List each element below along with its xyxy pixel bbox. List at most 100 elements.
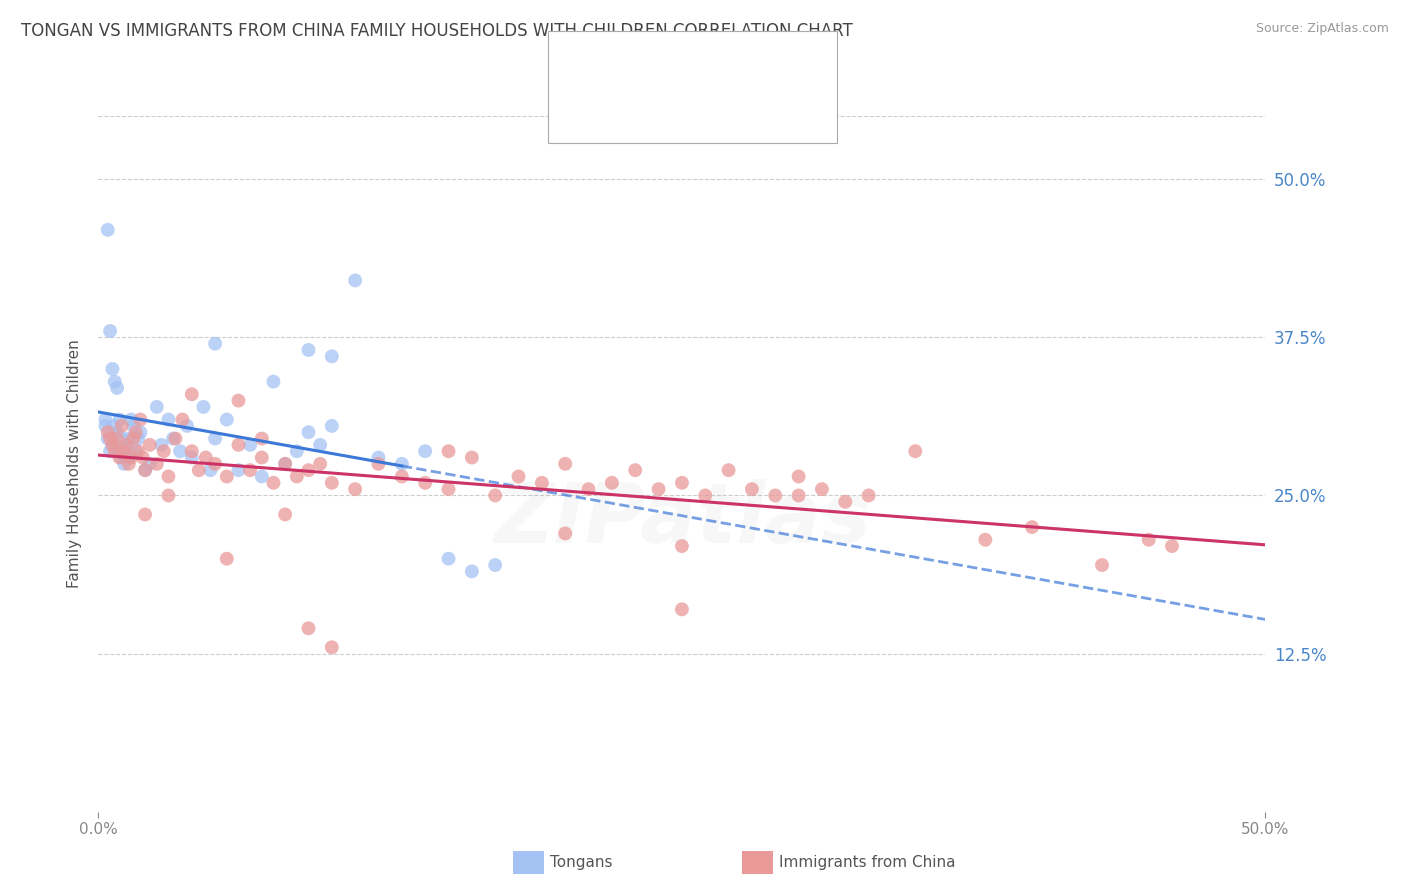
Point	[132, 450, 155, 465]
Text: Source: ZipAtlas.com: Source: ZipAtlas.com	[1256, 22, 1389, 36]
Point	[250, 469, 273, 483]
Point	[127, 432, 149, 446]
Point	[309, 438, 332, 452]
Point	[204, 336, 226, 351]
Point	[484, 558, 506, 572]
Point	[600, 475, 623, 490]
Point	[108, 412, 131, 426]
Point	[122, 418, 145, 433]
Point	[194, 450, 217, 465]
Point	[741, 482, 763, 496]
Point	[297, 425, 319, 440]
Point	[104, 375, 127, 389]
Point	[94, 418, 117, 433]
Point	[105, 381, 128, 395]
Point	[321, 349, 343, 363]
Point	[285, 444, 308, 458]
Point	[285, 469, 308, 483]
Text: TONGAN VS IMMIGRANTS FROM CHINA FAMILY HOUSEHOLDS WITH CHILDREN CORRELATION CHAR: TONGAN VS IMMIGRANTS FROM CHINA FAMILY H…	[21, 22, 853, 40]
Point	[162, 432, 184, 446]
Point	[105, 432, 128, 446]
Point	[228, 438, 250, 452]
Point	[974, 533, 997, 547]
Point	[297, 343, 319, 357]
Point	[554, 526, 576, 541]
Point	[98, 432, 121, 446]
Point	[134, 463, 156, 477]
Point	[321, 418, 343, 433]
Point	[274, 508, 297, 522]
Point	[112, 457, 135, 471]
Point	[274, 457, 297, 471]
Point	[297, 621, 319, 635]
Point	[1137, 533, 1160, 547]
Point	[262, 475, 284, 490]
Point	[150, 438, 173, 452]
Point	[671, 602, 693, 616]
Point	[94, 412, 117, 426]
Point	[146, 400, 169, 414]
Y-axis label: Family Households with Children: Family Households with Children	[67, 340, 83, 588]
Point	[111, 432, 134, 446]
Point	[134, 463, 156, 477]
Point	[671, 539, 693, 553]
Point	[180, 450, 202, 465]
Point	[413, 475, 436, 490]
Point	[98, 324, 121, 338]
Point	[97, 223, 120, 237]
Point	[344, 273, 367, 287]
Point	[204, 457, 226, 471]
Point	[104, 444, 127, 458]
Point	[787, 488, 810, 502]
Point	[118, 450, 141, 465]
Text: ZIPatlas: ZIPatlas	[494, 479, 870, 560]
Point	[717, 463, 740, 477]
Point	[624, 463, 647, 477]
Point	[146, 457, 169, 471]
Point	[297, 463, 319, 477]
Point	[391, 469, 413, 483]
Point	[125, 444, 148, 458]
Point	[120, 412, 142, 426]
Point	[461, 565, 484, 579]
Point	[904, 444, 927, 458]
Point	[125, 425, 148, 440]
Point	[274, 457, 297, 471]
Point	[763, 488, 786, 502]
Point	[169, 444, 191, 458]
Point	[461, 450, 484, 465]
Point	[484, 488, 506, 502]
Point	[112, 444, 135, 458]
Point	[111, 450, 134, 465]
Point	[101, 438, 124, 452]
Point	[104, 418, 127, 433]
Point	[115, 438, 138, 452]
Point	[321, 475, 343, 490]
Point	[157, 488, 180, 502]
Point	[1091, 558, 1114, 572]
Point	[157, 469, 180, 483]
Point	[115, 438, 138, 452]
Text: Immigrants from China: Immigrants from China	[779, 855, 956, 870]
Point	[437, 551, 460, 566]
Point	[187, 463, 209, 477]
Point	[129, 425, 152, 440]
Point	[118, 457, 141, 471]
Point	[172, 412, 194, 426]
Point	[101, 362, 124, 376]
Point	[108, 444, 131, 458]
Point	[811, 482, 834, 496]
Point	[695, 488, 717, 502]
Point	[647, 482, 669, 496]
Point	[97, 425, 120, 440]
Point	[215, 551, 238, 566]
Point	[239, 463, 262, 477]
Point	[228, 393, 250, 408]
Point	[1021, 520, 1043, 534]
Point	[108, 450, 131, 465]
Point	[111, 418, 134, 433]
Point	[139, 438, 162, 452]
Point	[391, 457, 413, 471]
Point	[367, 450, 389, 465]
Point	[129, 412, 152, 426]
